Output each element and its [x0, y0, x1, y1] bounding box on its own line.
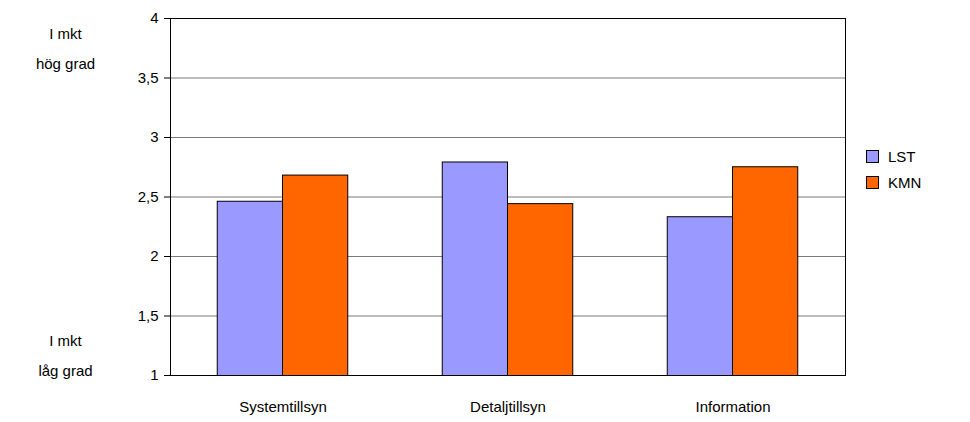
svg-text:Detaljtillsyn: Detaljtillsyn: [470, 398, 546, 415]
svg-text:1: 1: [150, 366, 158, 383]
svg-text:I mktlåg grad: I mktlåg grad: [38, 332, 92, 378]
svg-text:4: 4: [150, 9, 158, 26]
svg-text:1,5: 1,5: [138, 307, 159, 324]
svg-text:Systemtillsyn: Systemtillsyn: [239, 398, 327, 415]
svg-text:2: 2: [150, 247, 158, 264]
html-text:LST: LST: [888, 147, 916, 165]
svg-text:2,5: 2,5: [138, 188, 159, 205]
svg-text:3: 3: [150, 128, 158, 145]
svg-text:Information: Information: [695, 398, 770, 415]
html-text:KMN: KMN: [888, 173, 922, 191]
svg-text:I mkthög grad: I mkthög grad: [36, 25, 95, 71]
svg-text:3,5: 3,5: [138, 69, 159, 86]
